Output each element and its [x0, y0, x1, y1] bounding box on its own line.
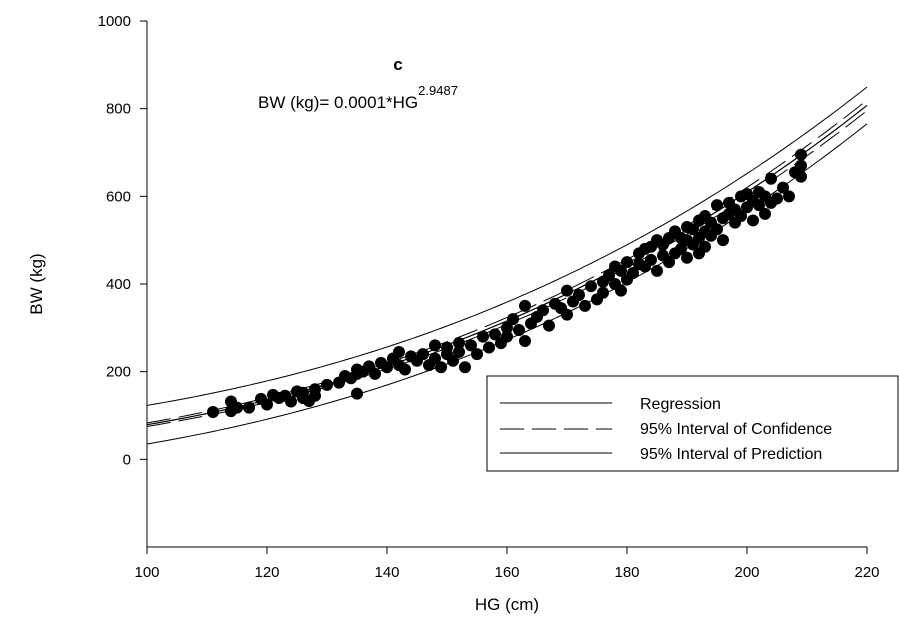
legend-label-prediction: 95% Interval of Prediction	[640, 446, 822, 463]
data-point	[453, 345, 465, 358]
data-point	[231, 401, 243, 414]
data-point	[795, 159, 807, 172]
data-point	[507, 313, 519, 326]
data-point	[285, 395, 297, 408]
data-point	[543, 319, 555, 332]
data-point	[717, 234, 729, 247]
y-tick-label: 1000	[98, 13, 131, 30]
data-point	[429, 352, 441, 365]
x-tick-label: 200	[734, 564, 759, 581]
x-tick-label: 180	[614, 564, 639, 581]
data-point	[621, 256, 633, 269]
x-tick-label: 100	[134, 564, 159, 581]
y-tick-label: 600	[106, 188, 131, 205]
x-tick-label: 140	[374, 564, 399, 581]
data-point	[645, 253, 657, 266]
y-tick-label: 800	[106, 101, 131, 118]
y-axis-title: BW (kg)	[27, 253, 46, 314]
data-point	[459, 361, 471, 374]
data-point	[417, 348, 429, 361]
regression-equation: BW (kg)= 0.0001*HG2.9487	[258, 83, 458, 112]
data-point	[759, 207, 771, 220]
legend: Regression 95% Interval of Confidence 95…	[486, 375, 899, 472]
data-point	[453, 337, 465, 350]
data-point	[585, 280, 597, 293]
data-point	[561, 284, 573, 297]
data-point	[399, 363, 411, 376]
data-point	[711, 223, 723, 236]
data-point	[687, 223, 699, 236]
data-point	[711, 199, 723, 212]
data-point	[747, 214, 759, 227]
data-point	[477, 330, 489, 343]
equation-exponent: 2.9487	[418, 83, 458, 98]
data-point	[771, 192, 783, 205]
data-point	[663, 256, 675, 269]
data-point	[573, 288, 585, 301]
data-point	[627, 267, 639, 280]
data-point	[735, 210, 747, 223]
data-point	[699, 240, 711, 253]
data-point	[207, 405, 219, 418]
x-tick-label: 120	[254, 564, 279, 581]
data-point	[519, 299, 531, 312]
legend-box	[486, 375, 899, 472]
data-point	[297, 386, 309, 399]
prediction-upper-line	[146, 86, 868, 406]
equation-base: BW (kg)= 0.0001*HG	[258, 93, 418, 112]
data-point	[681, 251, 693, 264]
x-tick-label: 160	[494, 564, 519, 581]
data-point	[537, 304, 549, 317]
data-point	[675, 242, 687, 255]
data-point	[603, 269, 615, 282]
x-axis-title: HG (cm)	[475, 595, 539, 614]
data-point	[795, 170, 807, 183]
data-point	[651, 264, 663, 277]
data-point	[261, 398, 273, 411]
confidence-upper-line	[146, 99, 868, 424]
data-point	[777, 181, 789, 194]
data-point	[783, 190, 795, 203]
data-point	[471, 348, 483, 361]
data-point	[519, 334, 531, 347]
data-point	[381, 361, 393, 374]
data-point	[615, 264, 627, 277]
data-point	[243, 401, 255, 414]
data-point	[597, 286, 609, 299]
data-point	[393, 345, 405, 358]
data-point	[753, 199, 765, 212]
y-tick-label: 400	[106, 276, 131, 293]
data-point	[489, 328, 501, 341]
data-point	[351, 387, 363, 400]
data-point	[513, 324, 525, 337]
legend-label-confidence: 95% Interval of Confidence	[640, 421, 832, 438]
tick-marks: 100 120 140 160 180 200 220 0 200 400 600 800 1000	[98, 13, 880, 581]
panel-letter: c	[393, 55, 402, 74]
data-point	[309, 389, 321, 402]
data-point	[435, 361, 447, 374]
y-tick-label: 200	[106, 364, 131, 381]
data-point	[579, 299, 591, 312]
data-point	[447, 354, 459, 367]
data-point	[429, 339, 441, 352]
data-point	[765, 172, 777, 185]
data-point	[465, 339, 477, 352]
data-point	[561, 308, 573, 321]
legend-label-regression: Regression	[640, 396, 721, 413]
x-tick-label: 220	[854, 564, 879, 581]
y-tick-label: 0	[123, 451, 131, 468]
data-point	[795, 148, 807, 161]
data-points	[207, 148, 807, 418]
data-point	[501, 321, 513, 334]
data-point	[369, 367, 381, 380]
data-point	[501, 330, 513, 343]
data-point	[615, 284, 627, 297]
data-point	[321, 378, 333, 391]
data-point	[483, 341, 495, 354]
